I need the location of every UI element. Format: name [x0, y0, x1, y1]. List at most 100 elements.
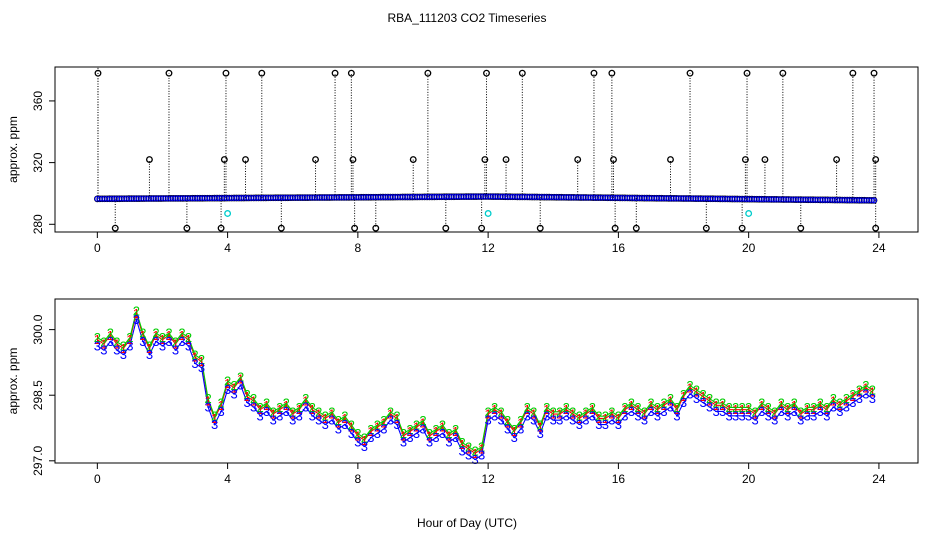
series-1-point: 1	[367, 424, 374, 439]
series-2-point: 2	[406, 422, 413, 437]
series-2-point: 2	[133, 304, 140, 319]
series-2-point: 2	[426, 426, 433, 441]
series-2-point: 2	[498, 404, 505, 419]
series-1-point: 1	[543, 402, 550, 417]
panel-bottom-frame	[54, 298, 919, 464]
series-2-point: 2	[758, 396, 765, 411]
high-spike-point	[258, 69, 266, 77]
series-3-point: 3	[641, 413, 648, 428]
panel-top-ylabel: approx. ppm	[6, 116, 20, 183]
series-3-point: 3	[126, 338, 133, 353]
series-3-point: 3	[146, 347, 153, 362]
series-3-point: 3	[712, 404, 719, 419]
series-1-point: 1	[328, 407, 335, 422]
panel-bottom-xlabel: Hour of Day (UTC)	[417, 516, 517, 530]
series-2-point: 2	[393, 409, 400, 424]
series-2-point: 2	[582, 404, 589, 419]
series-1-point: 1	[589, 402, 596, 417]
series-1-point: 1	[289, 407, 296, 422]
series-2-point: 2	[439, 417, 446, 432]
high-spike-point	[424, 69, 432, 77]
series-1-point: 1	[810, 402, 817, 417]
series-2-point: 2	[725, 400, 732, 415]
series-1-point: 1	[849, 389, 856, 404]
series-2-point: 2	[576, 409, 583, 424]
series-3-point: 3	[458, 443, 465, 458]
mid-spike-point	[502, 156, 510, 163]
series-3-point: 3	[204, 400, 211, 415]
low-spike-point	[217, 224, 225, 232]
x-tick-label: 0	[94, 472, 101, 486]
series-2-point: 2	[178, 326, 185, 341]
x-tick-label: 4	[224, 472, 231, 486]
series-1-point: 1	[178, 328, 185, 343]
series-1-point: 1	[94, 332, 101, 347]
series-1-line	[97, 311, 873, 455]
series-3-point: 3	[452, 430, 459, 445]
series-3-point: 3	[113, 343, 120, 358]
series-2-point: 2	[478, 439, 485, 454]
mid-spike-point	[242, 156, 249, 163]
series-2-point: 2	[458, 435, 465, 450]
series-2-point: 2	[602, 409, 609, 424]
series-3-point: 3	[504, 421, 511, 436]
x-tick-label: 24	[872, 472, 886, 486]
high-spike-point	[331, 69, 339, 77]
series-3-point: 3	[784, 408, 791, 423]
series-2-point: 2	[120, 339, 127, 354]
series-1-point: 1	[276, 402, 283, 417]
low-spike-point	[632, 224, 640, 232]
series-1-point: 1	[667, 393, 674, 408]
series-2-point: 2	[654, 400, 661, 415]
series-2-point: 2	[752, 404, 759, 419]
series-2-point: 2	[244, 387, 251, 402]
series-3-point: 3	[230, 386, 237, 401]
series-1-point: 1	[198, 354, 205, 369]
x-tick-label: 20	[742, 472, 756, 486]
series-3-point: 3	[498, 413, 505, 428]
series-1-point: 1	[869, 385, 876, 400]
series-3-point: 3	[673, 408, 680, 423]
series-3-point: 3	[296, 408, 303, 423]
series-3-point: 3	[322, 417, 329, 432]
series-2-point: 2	[817, 396, 824, 411]
panel-top-axes: 0 4 8 12 16 20 24 280 320 360	[31, 91, 886, 255]
series-2-point: 2	[628, 396, 635, 411]
series-3-point: 3	[348, 426, 355, 441]
series-3-point: 3	[211, 417, 218, 432]
series-1-point: 1	[406, 424, 413, 439]
series-2-point: 2	[771, 404, 778, 419]
series-2-point: 2	[100, 334, 107, 349]
series-3-point: 3	[804, 408, 811, 423]
series-1-point: 1	[152, 328, 159, 343]
series-2-point: 2	[647, 396, 654, 411]
series-1-point: 1	[706, 393, 713, 408]
series-1-point: 1	[439, 420, 446, 435]
series-2-point: 2	[270, 404, 277, 419]
series-1-point: 1	[133, 306, 140, 321]
series-3-point: 3	[628, 404, 635, 419]
panel-bottom-ylabel: approx. ppm	[6, 348, 20, 415]
series-1-point: 1	[530, 407, 537, 422]
series-2-point: 2	[569, 404, 576, 419]
series-1-point: 1	[791, 398, 798, 413]
series-3-point: 3	[647, 404, 654, 419]
series-1-point: 1	[836, 398, 843, 413]
series-2-point: 2	[693, 382, 700, 397]
series-2-point: 2	[146, 339, 153, 354]
series-1-point: 1	[146, 341, 153, 356]
series-2-point: 2	[387, 404, 394, 419]
series-2-point: 2	[230, 378, 237, 393]
series-3-point: 3	[335, 421, 342, 436]
series-1-point: 1	[296, 402, 303, 417]
series-1-point: 1	[758, 398, 765, 413]
series-2-point: 2	[836, 396, 843, 411]
low-spike-point	[442, 224, 450, 232]
series-3-point: 3	[302, 400, 309, 415]
series-3-point: 3	[400, 435, 407, 450]
series-1-point: 1	[797, 407, 804, 422]
series-3-point: 3	[530, 413, 537, 428]
series-2-point: 2	[791, 396, 798, 411]
series-3-point: 3	[139, 334, 146, 349]
